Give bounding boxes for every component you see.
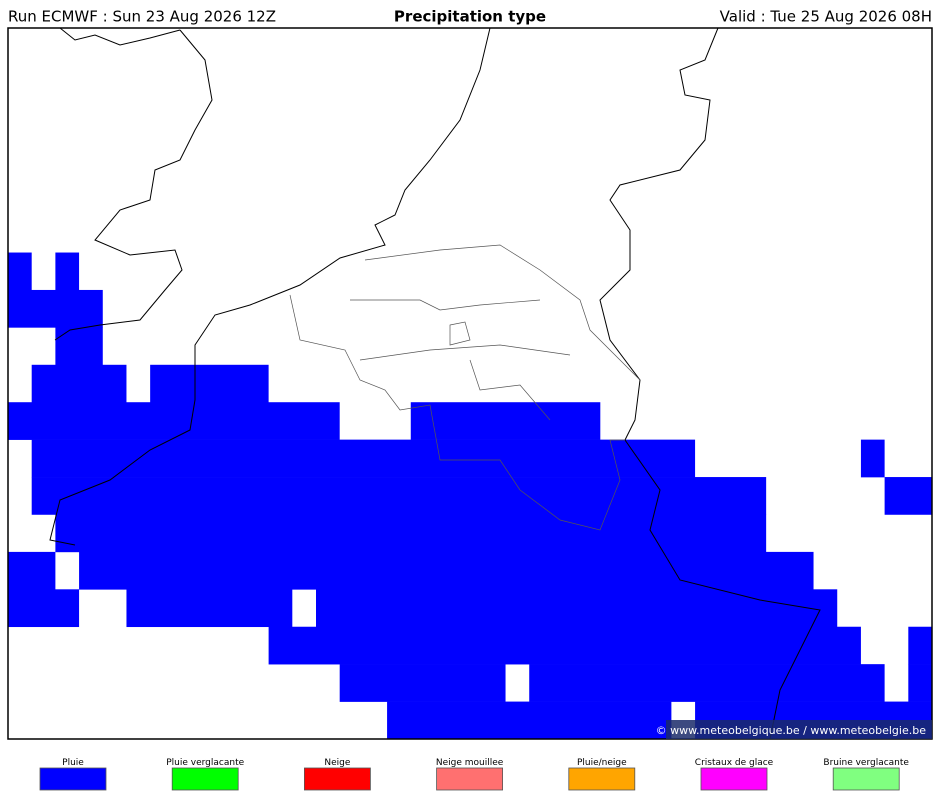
precip-cells	[8, 252, 932, 740]
valid-label: Valid : Tue 25 Aug 2026 08H	[720, 8, 932, 26]
precip-cell	[31, 477, 767, 515]
legend: Pluie Pluie verglacante Neige Neige mouille…	[39, 758, 909, 791]
watermark-bg	[666, 720, 932, 739]
precip-cell	[55, 252, 80, 291]
precip-cell	[8, 551, 56, 590]
precip-cell	[339, 664, 506, 702]
legend-swatch	[832, 767, 900, 791]
legend-label: Bruine verglacante	[823, 758, 909, 768]
coastlines	[49, 27, 821, 740]
legend-label: Neige	[324, 758, 350, 768]
precip-cell	[8, 402, 340, 440]
legend-label: Neige mouillee	[436, 758, 504, 768]
precip-cell	[860, 439, 885, 478]
precip-cell	[410, 402, 601, 440]
precip-cell	[8, 252, 32, 291]
precip-cell	[316, 589, 838, 628]
title: Precipitation type	[394, 8, 546, 26]
legend-label: Pluie verglacante	[166, 758, 244, 768]
precip-cell	[126, 589, 293, 628]
legend-swatch	[303, 767, 371, 791]
map-frame	[7, 27, 933, 740]
legend-swatch	[568, 767, 636, 791]
precip-cell	[268, 626, 861, 665]
legend-label: Pluie/neige	[577, 758, 627, 768]
precip-cell	[8, 289, 103, 328]
precip-cell	[908, 626, 932, 665]
watermark: © www.meteobelgique.be / www.meteobelgie…	[656, 724, 927, 737]
legend-swatch	[39, 767, 107, 791]
precip-cell	[31, 439, 696, 478]
legend-label: Pluie	[62, 758, 84, 768]
run-label: Run ECMWF : Sun 23 Aug 2026 12Z	[8, 8, 276, 26]
precip-cell	[8, 589, 80, 628]
precip-cell	[908, 664, 932, 702]
legend-swatch	[171, 767, 239, 791]
precip-cell	[387, 701, 672, 740]
precip-cell	[55, 514, 767, 553]
precip-cell	[55, 327, 103, 366]
precip-cell	[79, 551, 814, 590]
precip-cell	[529, 664, 885, 702]
precip-cell	[884, 477, 932, 515]
precip-cell	[31, 364, 127, 403]
legend-swatch	[700, 767, 768, 791]
legend-label: Cristaux de glace	[695, 758, 774, 768]
precip-cell	[150, 364, 269, 403]
legend-swatch	[436, 767, 504, 791]
